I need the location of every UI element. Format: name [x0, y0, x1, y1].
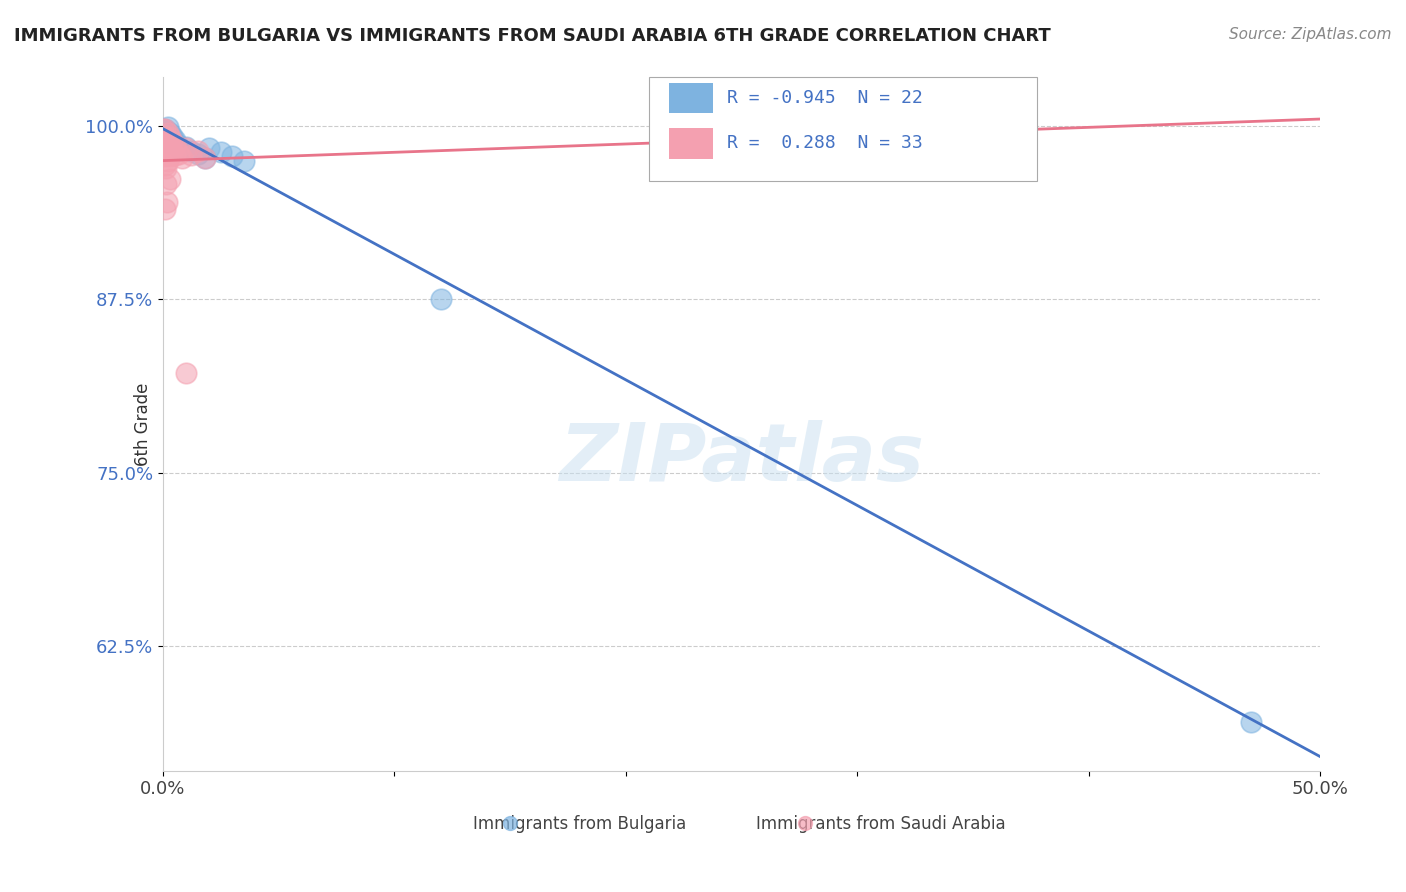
- Point: [153, 136, 176, 151]
- Point: [166, 136, 188, 151]
- Point: [187, 144, 209, 158]
- FancyBboxPatch shape: [669, 83, 713, 113]
- Point: [159, 136, 181, 150]
- Point: [153, 202, 176, 216]
- Point: [156, 153, 179, 168]
- Point: [209, 145, 232, 160]
- FancyBboxPatch shape: [669, 128, 713, 159]
- Point: [167, 146, 190, 161]
- Point: [156, 195, 179, 210]
- Point: [163, 138, 186, 153]
- Point: [174, 366, 197, 380]
- Text: Source: ZipAtlas.com: Source: ZipAtlas.com: [1229, 27, 1392, 42]
- Point: [1240, 714, 1263, 729]
- Point: [194, 151, 217, 165]
- Text: Immigrants from Bulgaria: Immigrants from Bulgaria: [472, 815, 686, 833]
- Point: [159, 130, 181, 145]
- Point: [167, 140, 190, 154]
- Point: [156, 126, 179, 140]
- Point: [156, 136, 179, 150]
- Point: [156, 120, 179, 135]
- Point: [221, 149, 243, 163]
- Point: [156, 131, 179, 145]
- Point: [155, 121, 177, 136]
- Point: [159, 140, 181, 154]
- Point: [155, 123, 177, 137]
- Point: [166, 143, 188, 157]
- Point: [155, 131, 177, 145]
- Point: [152, 121, 174, 136]
- Point: [155, 128, 177, 143]
- Point: [180, 148, 202, 162]
- Point: [155, 161, 177, 175]
- Point: [174, 141, 197, 155]
- Point: [162, 128, 184, 143]
- Text: R =  0.288  N = 33: R = 0.288 N = 33: [727, 135, 922, 153]
- Point: [180, 144, 202, 158]
- Point: [194, 151, 217, 165]
- Point: [159, 149, 181, 163]
- Point: [170, 151, 193, 165]
- Point: [163, 148, 186, 162]
- Point: [233, 153, 256, 168]
- Point: [155, 149, 177, 163]
- Point: [159, 171, 181, 186]
- Point: [155, 177, 177, 191]
- Point: [162, 144, 184, 158]
- Y-axis label: 6th Grade: 6th Grade: [134, 383, 152, 466]
- Point: [155, 158, 177, 172]
- Text: ZIPatlas: ZIPatlas: [560, 419, 924, 498]
- FancyBboxPatch shape: [650, 78, 1036, 181]
- Point: [430, 292, 453, 306]
- Text: R = -0.945  N = 22: R = -0.945 N = 22: [727, 89, 922, 107]
- Point: [174, 140, 197, 154]
- Point: [153, 121, 176, 136]
- Text: Immigrants from Saudi Arabia: Immigrants from Saudi Arabia: [756, 815, 1005, 833]
- Point: [153, 145, 176, 160]
- Point: [187, 146, 209, 161]
- Point: [163, 133, 186, 147]
- Point: [156, 145, 179, 160]
- Point: [159, 126, 181, 140]
- Point: [155, 140, 177, 154]
- Point: [162, 134, 184, 148]
- Point: [198, 141, 221, 155]
- Text: IMMIGRANTS FROM BULGARIA VS IMMIGRANTS FROM SAUDI ARABIA 6TH GRADE CORRELATION C: IMMIGRANTS FROM BULGARIA VS IMMIGRANTS F…: [14, 27, 1050, 45]
- Point: [170, 143, 193, 157]
- Point: [153, 128, 176, 143]
